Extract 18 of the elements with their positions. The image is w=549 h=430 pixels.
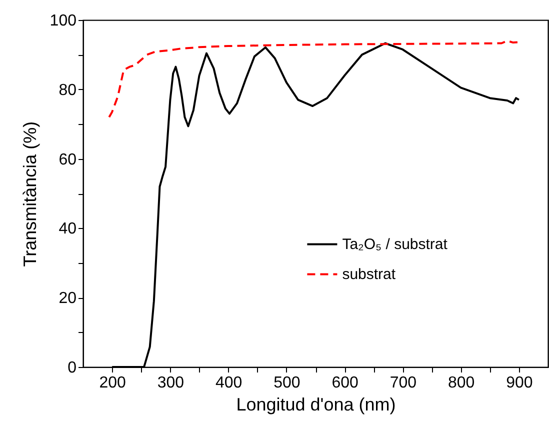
x-tick-label: 300 [157,374,184,392]
x-tick-label: 700 [390,374,417,392]
y-axis-title: Transmitància (%) [20,121,40,267]
y-tick-label: 80 [58,82,77,99]
y-tick-label: 100 [50,12,77,30]
y-tick-label: 0 [68,360,77,376]
x-tick-label: 800 [448,374,475,392]
x-tick-label: 400 [215,374,242,392]
legend-label: substrat [342,266,396,284]
x-tick-label: 500 [274,374,300,392]
x-tick-label: 900 [506,374,533,392]
legend-label: Ta₂O₅ / substrat [342,236,448,254]
y-tick-label: 60 [58,151,77,168]
y-tick-label: 20 [58,290,77,308]
y-tick-label: 40 [58,220,77,238]
x-tick-label: 600 [332,374,359,392]
x-axis-title: Longitud d'ona (nm) [236,394,396,414]
x-tick-label: 200 [99,374,126,392]
